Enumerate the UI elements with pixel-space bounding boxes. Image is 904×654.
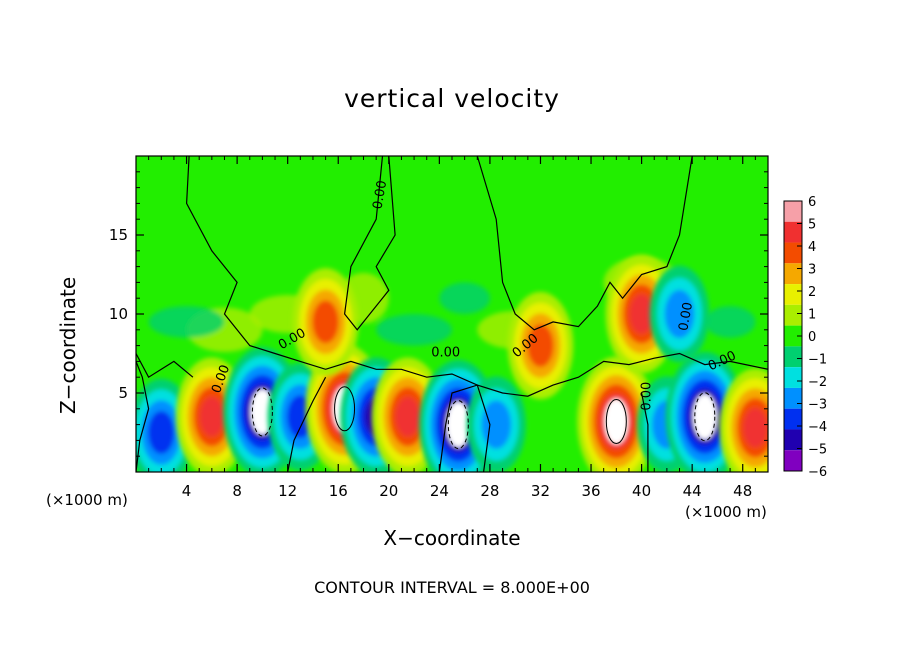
x-axis: 4 8 12 16 20 24 28 32 36 40 44 48 xyxy=(148,156,756,500)
colorbar-tick-label: 3 xyxy=(808,263,816,278)
weak-downdraft-band xyxy=(376,314,452,346)
colorbar-tick-label: 5 xyxy=(808,218,816,233)
colorbar-tick-label: −6 xyxy=(808,465,827,480)
colorbar-swatch xyxy=(784,263,802,285)
updraft-cell xyxy=(292,268,359,376)
downdraft-cell xyxy=(649,265,710,363)
downdraft-cell xyxy=(466,376,526,472)
contour-interval-note: CONTOUR INTERVAL = 8.000E+00 xyxy=(314,578,590,597)
colorbar-swatch xyxy=(784,242,802,264)
colorbar-tick-label: 6 xyxy=(808,195,816,210)
x-tick-label: 20 xyxy=(379,482,398,500)
colorbar: 6 5 4 3 2 1 0 −1 −2 −3 −4 −5 −6 xyxy=(783,195,827,480)
x-tick-label: 24 xyxy=(430,482,449,500)
colorbar-tick-label: −4 xyxy=(808,420,827,435)
colorbar-swatch xyxy=(784,367,802,388)
contour-label: 0.00 xyxy=(370,179,390,210)
zero-contour-line xyxy=(641,392,649,472)
velocity-field xyxy=(136,156,768,472)
negative-contour-line xyxy=(447,400,469,450)
updraft-cell xyxy=(577,356,656,472)
colorbar-swatch xyxy=(784,346,802,368)
colorbar-tick-label: −2 xyxy=(808,375,827,390)
chart-title: vertical velocity xyxy=(344,84,560,113)
negative-contour-line xyxy=(251,387,273,437)
colorbar-tick-label: −5 xyxy=(808,443,827,458)
colorbar-tick-label: −1 xyxy=(808,353,827,368)
contour-label: 0.00 xyxy=(431,346,460,361)
y-tick-label: 10 xyxy=(109,305,128,323)
x-axis-label-text: X−coordinate xyxy=(383,526,521,550)
x-tick-label: 8 xyxy=(232,482,242,500)
weak-downdraft-band xyxy=(439,282,490,315)
x-tick-label: 36 xyxy=(581,482,600,500)
colorbar-swatch xyxy=(784,387,802,409)
colorbar-swatch xyxy=(784,450,802,471)
colorbar-swatch xyxy=(784,429,802,451)
colorbar-tick-label: −3 xyxy=(808,398,827,413)
y-tick-label: 15 xyxy=(109,226,128,244)
x-tick-label: 16 xyxy=(329,482,348,500)
x-tick-label: 28 xyxy=(480,482,499,500)
contour-label: 0.00 xyxy=(676,301,696,332)
x-tick-label: 4 xyxy=(182,482,192,500)
colorbar-tick-label: 2 xyxy=(808,285,816,300)
x-tick-label: 40 xyxy=(632,482,651,500)
zero-contour-line xyxy=(287,376,327,472)
contour-label: 0.00 xyxy=(639,382,654,411)
colorbar-swatch xyxy=(784,304,802,326)
x-tick-label: 32 xyxy=(531,482,550,500)
x-axis-unit-left: (×1000 m) xyxy=(46,491,128,509)
zero-contour-line xyxy=(343,156,396,331)
x-axis-label: X−coordinate xyxy=(0,526,904,550)
colorbar-swatch xyxy=(784,408,802,430)
positive-contour-line xyxy=(605,398,627,444)
negative-contour-line xyxy=(694,392,716,442)
x-axis-unit-right: (×1000 m) xyxy=(685,503,767,521)
weak-downdraft-band xyxy=(148,306,225,338)
x-tick-label: 12 xyxy=(278,482,297,500)
zero-contour-line xyxy=(136,353,194,379)
y-axis: 5 10 15 xyxy=(109,171,768,457)
zero-contour-line xyxy=(476,156,693,331)
zero-contour-line xyxy=(136,361,150,472)
zero-contour-line xyxy=(438,384,491,472)
updraft-cell xyxy=(719,368,768,472)
zero-contour-line xyxy=(185,156,768,397)
colorbar-swatch xyxy=(784,201,802,222)
positive-contour-line xyxy=(334,386,356,432)
colorbar-tick-label: 1 xyxy=(808,308,816,323)
downdraft-cell xyxy=(136,378,195,472)
x-tick-label: 48 xyxy=(733,482,752,500)
weak-downdraft-band xyxy=(704,306,756,338)
y-tick-label: 5 xyxy=(118,384,128,402)
x-tick-label: 44 xyxy=(683,482,702,500)
contour-lines: 0.000.000.000.000.000.000.000.00 xyxy=(136,156,768,472)
colorbar-swatch xyxy=(784,221,802,243)
colorbar-tick-label: 4 xyxy=(808,240,816,255)
colorbar-tick-label: 0 xyxy=(808,330,816,345)
colorbar-swatch xyxy=(784,325,802,347)
colorbar-swatch xyxy=(784,284,802,305)
